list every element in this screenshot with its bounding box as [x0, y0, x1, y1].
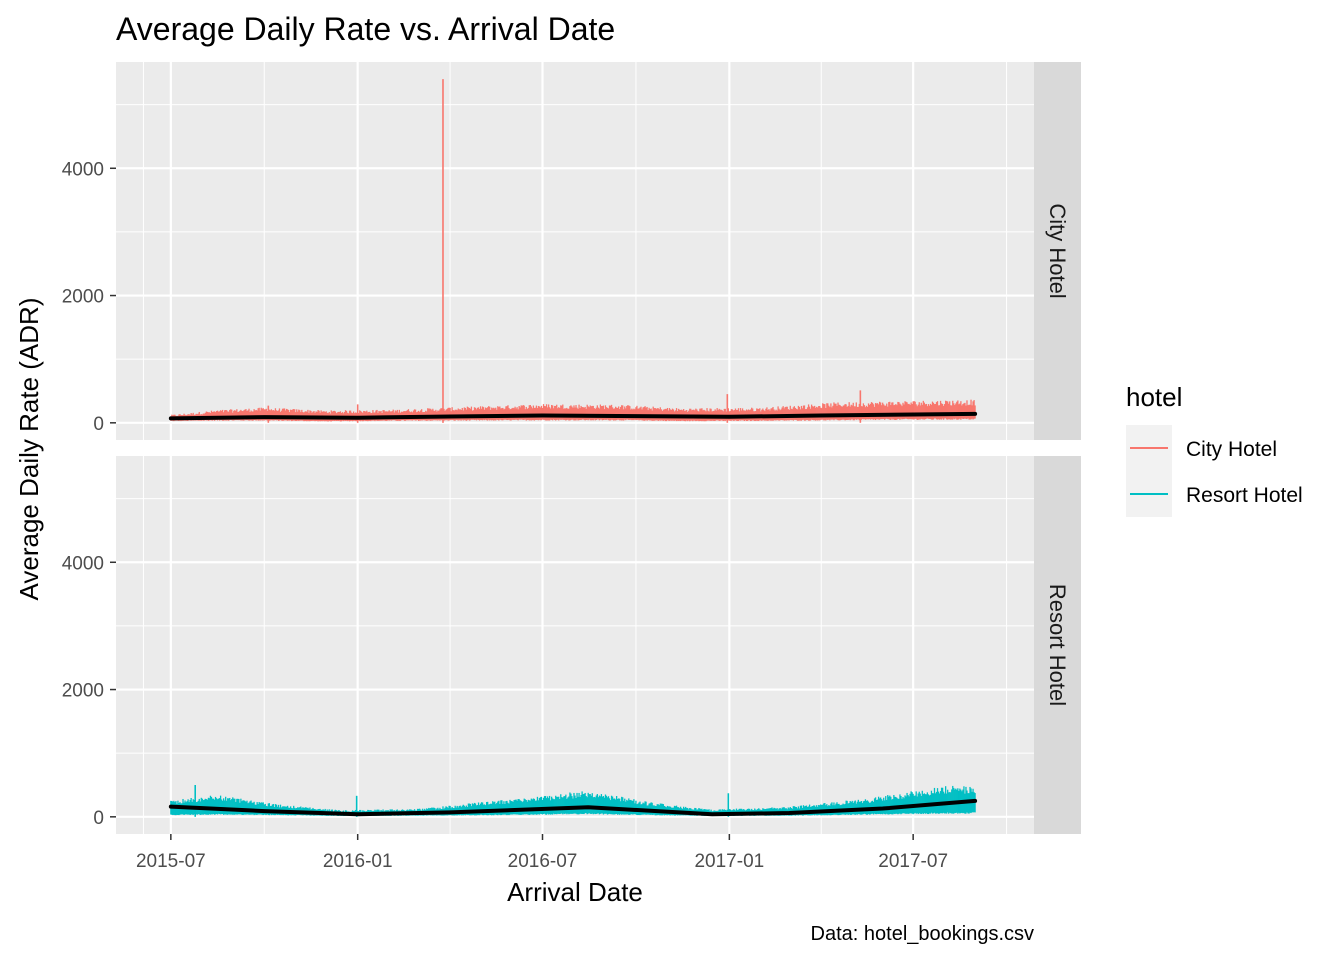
y-tick-label: 0 — [93, 808, 104, 829]
x-tick-label: 2017-07 — [878, 851, 948, 872]
facet-label-resort-hotel: Resort Hotel — [1045, 584, 1070, 706]
x-axis-title: Arrival Date — [507, 877, 643, 907]
legend-label-resort-hotel: Resort Hotel — [1186, 484, 1303, 507]
y-tick-label: 4000 — [62, 553, 104, 574]
y-tick-label: 4000 — [62, 159, 104, 180]
caption: Data: hotel_bookings.csv — [811, 923, 1034, 945]
facet-label-city-hotel: City Hotel — [1045, 203, 1070, 298]
gridlines — [116, 456, 1034, 834]
facet-strip-resort-hotel: Resort Hotel — [1034, 456, 1081, 834]
panel-background — [116, 62, 1034, 440]
y-tick-label: 2000 — [62, 287, 104, 308]
x-tick-label: 2017-01 — [694, 851, 764, 872]
y-tick-label: 2000 — [62, 681, 104, 702]
trend-line — [168, 798, 978, 817]
panel-background — [116, 456, 1034, 834]
x-tick-label: 2015-07 — [136, 851, 206, 872]
trend-line-resort-hotel — [168, 798, 978, 817]
legend-title: hotel — [1126, 382, 1182, 412]
gridlines — [116, 62, 1034, 440]
x-axis: 2015-07 2016-01 2016-07 2017-01 2017-07 — [136, 834, 948, 872]
y-axis-resort-hotel: 0 2000 4000 — [62, 553, 116, 829]
y-axis-title: Average Daily Rate (ADR) — [14, 298, 44, 601]
facet-panel-resort-hotel — [116, 456, 1034, 834]
strip-background — [1034, 456, 1081, 834]
y-axis-city-hotel: 0 2000 4000 — [62, 159, 116, 435]
strip-background — [1034, 62, 1081, 440]
legend-label-city-hotel: City Hotel — [1186, 438, 1277, 461]
trend-line-city-hotel — [168, 411, 978, 421]
x-tick-label: 2016-01 — [323, 851, 393, 872]
legend: hotel City Hotel Resort Hotel — [1126, 382, 1303, 517]
trend-line — [168, 411, 978, 421]
facet-strip-city-hotel: City Hotel — [1034, 62, 1081, 440]
facet-panel-city-hotel — [116, 62, 1034, 440]
y-tick-label: 0 — [93, 414, 104, 435]
x-tick-label: 2016-07 — [508, 851, 578, 872]
chart-title: Average Daily Rate vs. Arrival Date — [116, 11, 615, 47]
